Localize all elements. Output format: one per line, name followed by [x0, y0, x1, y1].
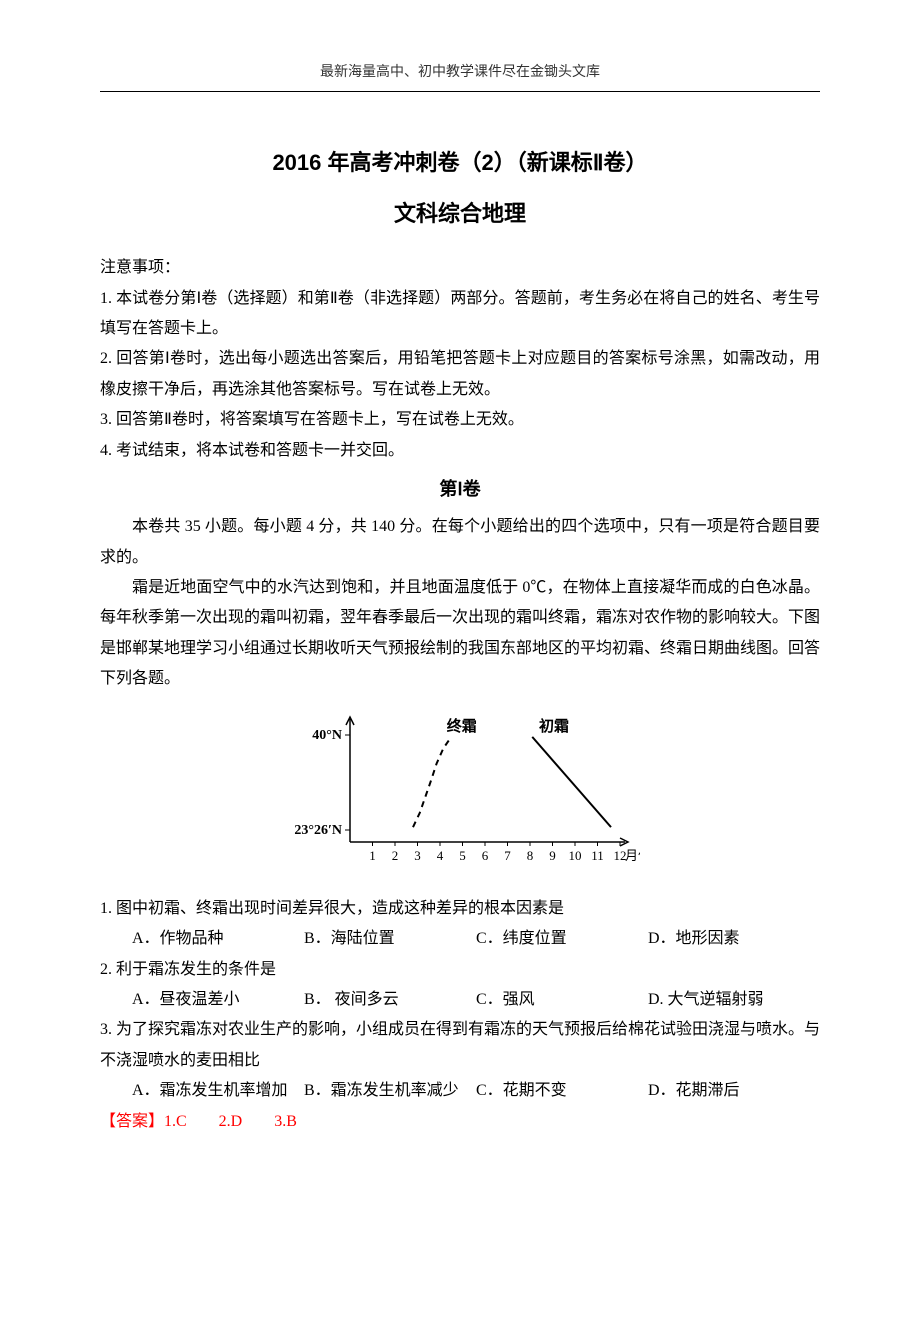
option-b: B．海陆位置 — [304, 924, 476, 954]
option-d: D．花期滞后 — [648, 1076, 820, 1106]
option-a: A．霜冻发生机率增加 — [132, 1076, 304, 1106]
svg-text:5: 5 — [459, 848, 466, 863]
option-d: D. 大气逆辐射弱 — [648, 985, 820, 1015]
svg-text:2: 2 — [392, 848, 399, 863]
option-c: C．纬度位置 — [476, 924, 648, 954]
question-options: A．霜冻发生机率增加 B．霜冻发生机率减少 C．花期不变 D．花期滞后 — [100, 1076, 820, 1106]
page-header: 最新海量高中、初中教学课件尽在金锄头文库 — [100, 60, 820, 91]
option-b: B． 夜间多云 — [304, 985, 476, 1015]
section-1-title: 第Ⅰ卷 — [100, 472, 820, 506]
notice-item: 3. 回答第Ⅱ卷时，将答案填写在答题卡上，写在试卷上无效。 — [100, 405, 820, 435]
svg-text:3: 3 — [414, 848, 421, 863]
frost-chart: 40°N23°26′N123456789101112月份终霜初霜 — [100, 702, 820, 883]
option-a: A．作物品种 — [132, 924, 304, 954]
option-d: D．地形因素 — [648, 924, 820, 954]
question-stem: 2. 利于霜冻发生的条件是 — [100, 955, 820, 985]
svg-text:8: 8 — [527, 848, 534, 863]
answer-line: 【答案】1.C 2.D 3.B — [100, 1107, 820, 1137]
notice-item: 1. 本试卷分第Ⅰ卷（选择题）和第Ⅱ卷（非选择题）两部分。答题前，考生务必在将自… — [100, 284, 820, 345]
option-c: C．花期不变 — [476, 1076, 648, 1106]
svg-text:终霜: 终霜 — [447, 717, 477, 735]
svg-text:7: 7 — [504, 848, 511, 863]
exam-title-1: 2016 年高考冲刺卷（2）（新课标Ⅱ卷） — [100, 142, 820, 184]
frost-chart-svg: 40°N23°26′N123456789101112月份终霜初霜 — [280, 702, 640, 872]
question-stem: 3. 为了探究霜冻对农业生产的影响，小组成员在得到有霜冻的天气预报后给棉花试验田… — [100, 1015, 820, 1076]
notice-heading: 注意事项： — [100, 253, 820, 283]
svg-text:月份: 月份 — [625, 848, 640, 863]
option-a: A．昼夜温差小 — [132, 985, 304, 1015]
section-1-intro: 本卷共 35 小题。每小题 4 分，共 140 分。在每个小题给出的四个选项中，… — [100, 512, 820, 573]
question-stem: 1. 图中初霜、终霜出现时间差异很大，造成这种差异的根本因素是 — [100, 894, 820, 924]
option-b: B．霜冻发生机率减少 — [304, 1076, 476, 1106]
svg-text:10: 10 — [569, 848, 582, 863]
svg-text:23°26′N: 23°26′N — [294, 823, 342, 838]
notice-item: 4. 考试结束，将本试卷和答题卡一并交回。 — [100, 436, 820, 466]
notice-item: 2. 回答第Ⅰ卷时，选出每小题选出答案后，用铅笔把答题卡上对应题目的答案标号涂黑… — [100, 344, 820, 405]
option-c: C．强风 — [476, 985, 648, 1015]
svg-text:初霜: 初霜 — [539, 717, 569, 735]
svg-text:40°N: 40°N — [312, 728, 342, 743]
header-divider — [100, 91, 820, 92]
svg-text:9: 9 — [549, 848, 556, 863]
svg-text:6: 6 — [482, 848, 489, 863]
exam-title-2: 文科综合地理 — [100, 193, 820, 235]
svg-text:11: 11 — [591, 848, 604, 863]
svg-text:1: 1 — [369, 848, 376, 863]
passage: 霜是近地面空气中的水汽达到饱和，并且地面温度低于 0℃，在物体上直接凝华而成的白… — [100, 573, 820, 695]
svg-text:4: 4 — [437, 848, 444, 863]
question-options: A．昼夜温差小 B． 夜间多云 C．强风 D. 大气逆辐射弱 — [100, 985, 820, 1015]
question-options: A．作物品种 B．海陆位置 C．纬度位置 D．地形因素 — [100, 924, 820, 954]
